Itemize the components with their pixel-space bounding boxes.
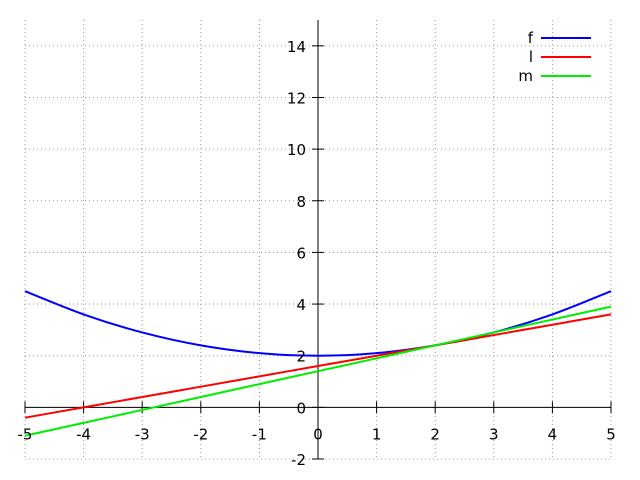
y-tick-label: 8 xyxy=(296,193,306,211)
x-tick-label: 2 xyxy=(430,425,440,443)
legend-label-l: l xyxy=(529,48,533,66)
legend-label-m: m xyxy=(518,67,533,85)
x-tick-label: 0 xyxy=(313,425,323,443)
x-tick-label: -4 xyxy=(76,425,91,443)
x-tick-label: 5 xyxy=(606,425,616,443)
x-tick-label: -5 xyxy=(18,425,33,443)
y-tick-label: 2 xyxy=(296,348,306,366)
y-tick-label: 0 xyxy=(296,399,306,417)
tick-marks xyxy=(24,45,612,460)
x-tick-label: -1 xyxy=(252,425,267,443)
legend-label-f: f xyxy=(528,29,534,47)
x-tick-label: -3 xyxy=(135,425,150,443)
x-tick-label: 3 xyxy=(489,425,499,443)
series-line-m xyxy=(24,305,612,437)
series-lines xyxy=(24,290,612,437)
legend: flm xyxy=(518,29,591,85)
y-tick-label: 12 xyxy=(287,89,306,107)
y-tick-label: 10 xyxy=(287,141,306,159)
y-tick-label: -2 xyxy=(291,451,306,469)
x-tick-label: 4 xyxy=(548,425,558,443)
axes xyxy=(25,20,611,459)
x-tick-label: -2 xyxy=(193,425,208,443)
y-tick-label: 4 xyxy=(296,296,306,314)
series-line-l xyxy=(24,313,612,419)
x-tick-label: 1 xyxy=(372,425,382,443)
y-tick-label: 14 xyxy=(287,38,306,56)
y-tick-label: 6 xyxy=(296,244,306,262)
